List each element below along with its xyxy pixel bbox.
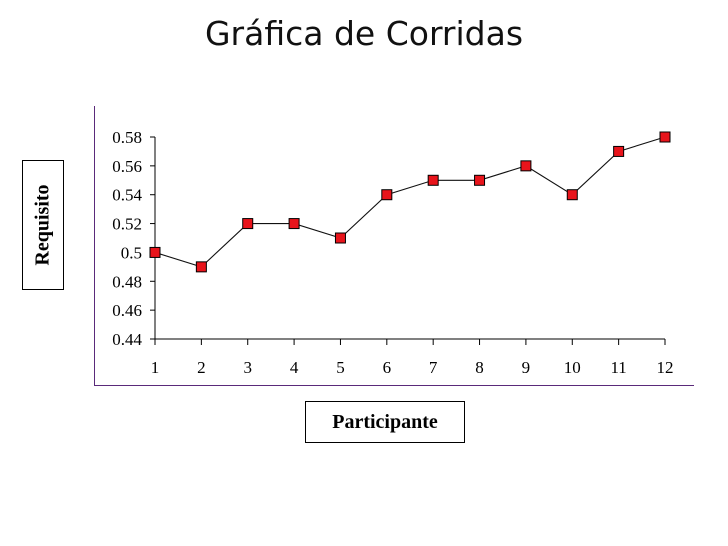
x-tick-label: 1 — [151, 358, 160, 377]
y-tick-label: 0.48 — [112, 272, 142, 291]
x-tick-label: 2 — [197, 358, 206, 377]
data-point-marker — [474, 174, 486, 186]
data-point-marker — [149, 246, 161, 258]
x-axis-label-box: Participante — [305, 401, 465, 443]
y-axis-label-box: Requisito — [22, 160, 64, 290]
x-tick-label: 11 — [610, 358, 626, 377]
data-point-marker — [381, 189, 393, 201]
x-tick-label: 12 — [657, 358, 674, 377]
y-tick-label: 0.46 — [112, 301, 142, 320]
data-point-marker — [613, 145, 625, 157]
data-point-marker — [334, 232, 346, 244]
x-axis-label: Participante — [332, 410, 438, 433]
data-point-marker — [288, 218, 300, 230]
data-point-marker — [566, 189, 578, 201]
y-tick-label: 0.56 — [112, 157, 142, 176]
y-tick-label: 0.5 — [121, 243, 142, 262]
y-axis-label: Requisito — [31, 184, 54, 266]
y-tick-label: 0.52 — [112, 215, 142, 234]
data-point-marker — [427, 174, 439, 186]
x-tick-label: 8 — [475, 358, 484, 377]
y-tick-label: 0.58 — [112, 128, 142, 147]
x-tick-label: 4 — [290, 358, 299, 377]
data-point-marker — [520, 160, 532, 172]
x-tick-label: 6 — [383, 358, 392, 377]
x-tick-label: 10 — [564, 358, 581, 377]
x-tick-label: 9 — [522, 358, 531, 377]
y-tick-label: 0.44 — [112, 330, 142, 349]
data-point-marker — [242, 218, 254, 230]
data-point-marker — [659, 131, 671, 143]
plot-area-frame — [94, 106, 694, 386]
x-tick-label: 5 — [336, 358, 345, 377]
x-tick-label: 3 — [243, 358, 252, 377]
slide-title: Gráfica de Corridas — [204, 14, 524, 53]
x-tick-label: 7 — [429, 358, 438, 377]
series-line — [154, 136, 666, 268]
y-tick-label: 0.54 — [112, 186, 142, 205]
data-point-marker — [195, 261, 207, 273]
